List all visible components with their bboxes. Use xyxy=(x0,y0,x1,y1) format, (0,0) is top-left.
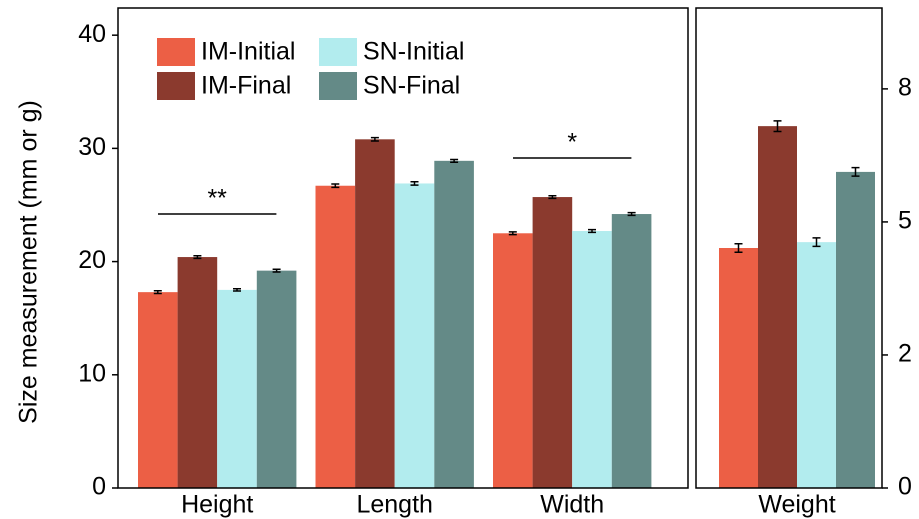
legend-swatch xyxy=(157,38,195,66)
y-tick-label: 2 xyxy=(898,340,912,368)
error-bar xyxy=(548,194,557,200)
y-axis-title: Size measurement (mm or g) xyxy=(15,100,43,424)
error-bar xyxy=(272,268,281,273)
legend-label: SN-Initial xyxy=(363,38,464,66)
legend-label: SN-Final xyxy=(363,72,460,100)
bar xyxy=(256,270,297,488)
error-bar xyxy=(370,136,379,142)
bar xyxy=(177,257,218,488)
y-tick-label: 10 xyxy=(78,359,106,387)
bar xyxy=(493,233,533,488)
significance-label: ** xyxy=(207,185,227,213)
y-tick-label: 0 xyxy=(92,473,106,501)
x-tick-label: Weight xyxy=(758,491,835,519)
error-bar xyxy=(508,231,517,236)
y-tick-label: 20 xyxy=(78,246,106,274)
bar xyxy=(572,231,612,489)
plot-frame xyxy=(117,7,689,489)
error-bar xyxy=(773,120,782,133)
error-bar xyxy=(588,228,596,234)
error-bar xyxy=(193,254,202,260)
bar xyxy=(758,126,797,488)
bar xyxy=(532,197,573,488)
significance-label: * xyxy=(567,129,577,157)
error-bar xyxy=(812,237,821,248)
legend-swatch xyxy=(319,38,357,66)
error-bar xyxy=(450,158,459,163)
error-bar xyxy=(734,242,743,254)
bar xyxy=(719,248,758,488)
bar xyxy=(434,160,474,488)
error-bar xyxy=(233,288,241,292)
y-tick-label: 40 xyxy=(78,20,106,48)
legend-swatch xyxy=(157,72,195,100)
error-bar xyxy=(331,183,340,189)
legend-label: IM-Initial xyxy=(201,38,295,66)
y-tick-label: 30 xyxy=(78,133,106,161)
bar xyxy=(315,185,356,489)
bar xyxy=(836,171,875,488)
x-tick-label: Height xyxy=(181,491,253,519)
y-tick-label: 5 xyxy=(898,207,912,235)
y-tick-label: 0 xyxy=(898,473,912,501)
x-tick-label: Width xyxy=(540,491,604,519)
error-bar xyxy=(851,166,860,177)
error-bar xyxy=(153,290,162,295)
x-tick-label: Length xyxy=(356,491,432,519)
bar xyxy=(217,289,257,488)
legend-swatch xyxy=(319,72,357,100)
bar xyxy=(797,242,836,488)
plot-frame xyxy=(695,7,883,489)
error-bar xyxy=(410,181,419,186)
error-bar xyxy=(627,211,636,217)
bar xyxy=(394,183,435,489)
bar xyxy=(611,214,652,489)
y-tick-label: 8 xyxy=(898,73,912,101)
legend-label: IM-Final xyxy=(201,72,291,100)
bar xyxy=(355,139,395,489)
bar xyxy=(138,292,178,488)
